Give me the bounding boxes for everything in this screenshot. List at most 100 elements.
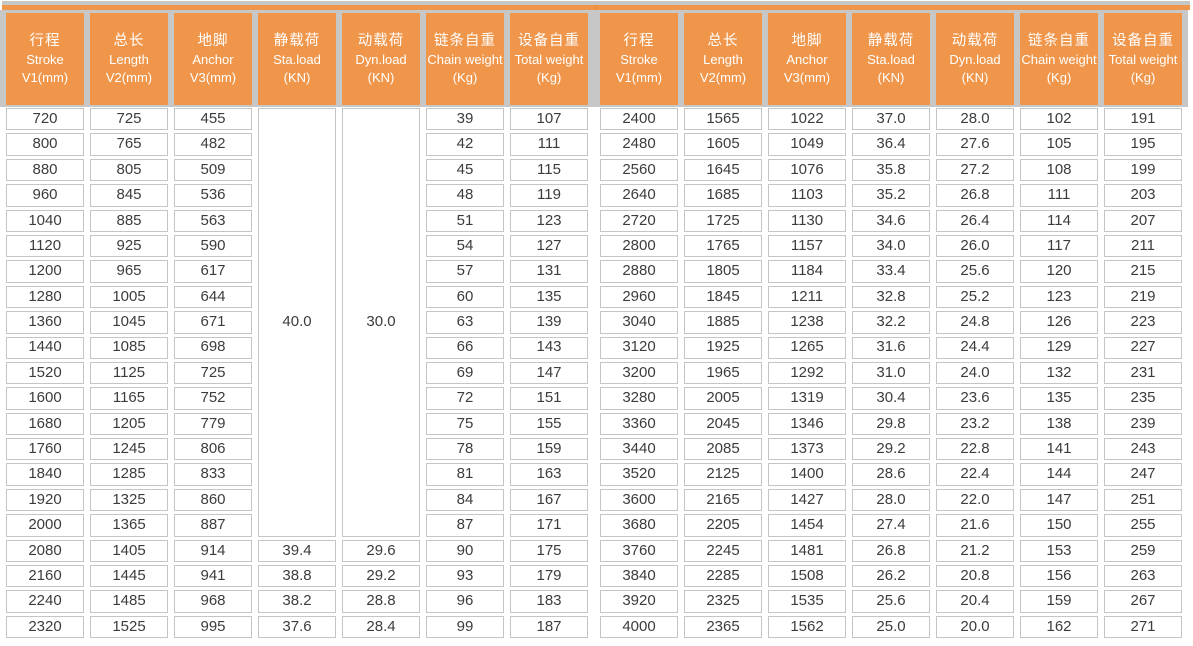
cell-chain-weight: 54: [426, 234, 504, 258]
cell-length-v2: 2205: [684, 514, 762, 537]
cell-anchor-v3: 536: [174, 184, 252, 207]
cell-anchor-v3: 1130: [768, 209, 846, 232]
cell-dyn-load: 20.0: [936, 615, 1014, 639]
spec-table-container: 行程 Stroke V1(mm) 总长 Length V2(mm) 地脚 Anchor V3(m…: [0, 10, 1193, 642]
header-cell-chain-weight: 链条自重 Chain weight (Kg): [1020, 13, 1098, 105]
cell-chain-weight: 108: [1020, 158, 1098, 182]
cell-total-weight: 207: [1104, 209, 1182, 232]
spec-row: 1120 925 590 54 127: [6, 234, 588, 258]
cell-total-weight: 191: [1104, 108, 1182, 131]
cell-chain-weight: 135: [1020, 387, 1098, 410]
cell-sta-load: 29.2: [852, 438, 930, 461]
cell-anchor-v3: 914: [174, 539, 252, 563]
cell-chain-weight: 111: [1020, 184, 1098, 207]
cell-anchor-v3: 860: [174, 488, 252, 512]
cell-total-weight: 231: [1104, 361, 1182, 385]
cell-total-weight: 155: [510, 412, 588, 436]
spec-row: 4000 2365 1562 25.0 20.0 162 271: [600, 615, 1182, 639]
cell-length-v2: 2325: [684, 590, 762, 613]
spec-row: 1440 1085 698 66 143: [6, 336, 588, 359]
cell-chain-weight: 57: [426, 260, 504, 283]
header-cell-total-weight: 设备自重 Total weight (Kg): [1104, 13, 1182, 105]
cell-sta-load: 28.0: [852, 488, 930, 512]
cell-dyn-load: 23.6: [936, 387, 1014, 410]
cell-length-v2: 1405: [90, 539, 168, 563]
top-gray-rule: [2, 1, 1190, 5]
cell-chain-weight: 69: [426, 361, 504, 385]
cell-stroke-v1: 1040: [6, 209, 84, 232]
cell-stroke-v1: 1760: [6, 438, 84, 461]
cell-chain-weight: 93: [426, 565, 504, 588]
spec-row: 2400 1565 1022 37.0 28.0 102 191: [600, 108, 1182, 131]
spec-table-left: 行程 Stroke V1(mm) 总长 Length V2(mm) 地脚 Anchor V3(m…: [0, 10, 594, 642]
cell-anchor-v3: 1562: [768, 615, 846, 639]
cell-stroke-v1: 3200: [600, 361, 678, 385]
cell-length-v2: 725: [90, 108, 168, 131]
cell-length-v2: 1125: [90, 361, 168, 385]
cell-dyn-load: 21.6: [936, 514, 1014, 537]
cell-total-weight: 119: [510, 184, 588, 207]
cell-total-weight: 223: [1104, 311, 1182, 334]
cell-chain-weight: 78: [426, 438, 504, 461]
header-unit-label: (Kg): [536, 69, 562, 85]
header-unit-label: V3(mm): [189, 69, 237, 85]
cell-total-weight: 175: [510, 539, 588, 563]
cell-length-v2: 1565: [684, 108, 762, 131]
header-unit-label: (Kg): [1130, 69, 1156, 85]
header-en-label: Sta.load: [273, 52, 321, 68]
header-cell-dyn-load: 动载荷 Dyn.load (KN): [936, 13, 1014, 105]
cell-chain-weight: 150: [1020, 514, 1098, 537]
cell-total-weight: 247: [1104, 463, 1182, 486]
cell-sta-load: 38.8: [258, 565, 336, 588]
cell-chain-weight: 114: [1020, 209, 1098, 232]
cell-length-v2: 2005: [684, 387, 762, 410]
cell-anchor-v3: 1454: [768, 514, 846, 537]
cell-stroke-v1: 3360: [600, 412, 678, 436]
cell-dyn-load: 22.8: [936, 438, 1014, 461]
cell-chain-weight: 63: [426, 311, 504, 334]
cell-stroke-v1: 800: [6, 133, 84, 156]
header-unit-label: (KN): [283, 69, 311, 85]
cell-chain-weight: 147: [1020, 488, 1098, 512]
cell-chain-weight: 45: [426, 158, 504, 182]
cell-sta-load: 37.0: [852, 108, 930, 131]
header-unit-label: (KN): [961, 69, 989, 85]
cell-anchor-v3: 1103: [768, 184, 846, 207]
cell-dyn-load: 22.0: [936, 488, 1014, 512]
cell-anchor-v3: 1346: [768, 412, 846, 436]
cell-dyn-load: 21.2: [936, 539, 1014, 563]
cell-anchor-v3: 1238: [768, 311, 846, 334]
cell-stroke-v1: 2240: [6, 590, 84, 613]
merged-cell-dyn-load: 30.0: [342, 108, 420, 537]
cell-stroke-v1: 2560: [600, 158, 678, 182]
cell-stroke-v1: 880: [6, 158, 84, 182]
header-cell-dyn-load: 动载荷 Dyn.load (KN): [342, 13, 420, 105]
cell-length-v2: 965: [90, 260, 168, 283]
spec-row: 1840 1285 833 81 163: [6, 463, 588, 486]
spec-row: 3600 2165 1427 28.0 22.0 147 251: [600, 488, 1182, 512]
header-cell-sta-load: 静载荷 Sta.load (KN): [258, 13, 336, 105]
cell-length-v2: 1885: [684, 311, 762, 334]
header-zh-label: 地脚: [197, 33, 229, 50]
cell-chain-weight: 129: [1020, 336, 1098, 359]
header-zh-label: 静载荷: [867, 33, 915, 50]
spec-row: 800 765 482 42 111: [6, 133, 588, 156]
cell-stroke-v1: 1840: [6, 463, 84, 486]
cell-sta-load: 34.6: [852, 209, 930, 232]
cell-anchor-v3: 1481: [768, 539, 846, 563]
cell-chain-weight: 102: [1020, 108, 1098, 131]
header-en-label: Anchor: [192, 52, 234, 68]
cell-total-weight: 211: [1104, 234, 1182, 258]
header-cell-chain-weight: 链条自重 Chain weight (Kg): [426, 13, 504, 105]
cell-chain-weight: 141: [1020, 438, 1098, 461]
cell-anchor-v3: 1319: [768, 387, 846, 410]
cell-stroke-v1: 1360: [6, 311, 84, 334]
cell-length-v2: 1285: [90, 463, 168, 486]
cell-length-v2: 1325: [90, 488, 168, 512]
cell-total-weight: 183: [510, 590, 588, 613]
spec-row: 2160 1445 941 38.8 29.2 93 179: [6, 565, 588, 588]
cell-total-weight: 135: [510, 285, 588, 309]
cell-dyn-load: 28.4: [342, 615, 420, 639]
cell-length-v2: 2125: [684, 463, 762, 486]
cell-chain-weight: 132: [1020, 361, 1098, 385]
